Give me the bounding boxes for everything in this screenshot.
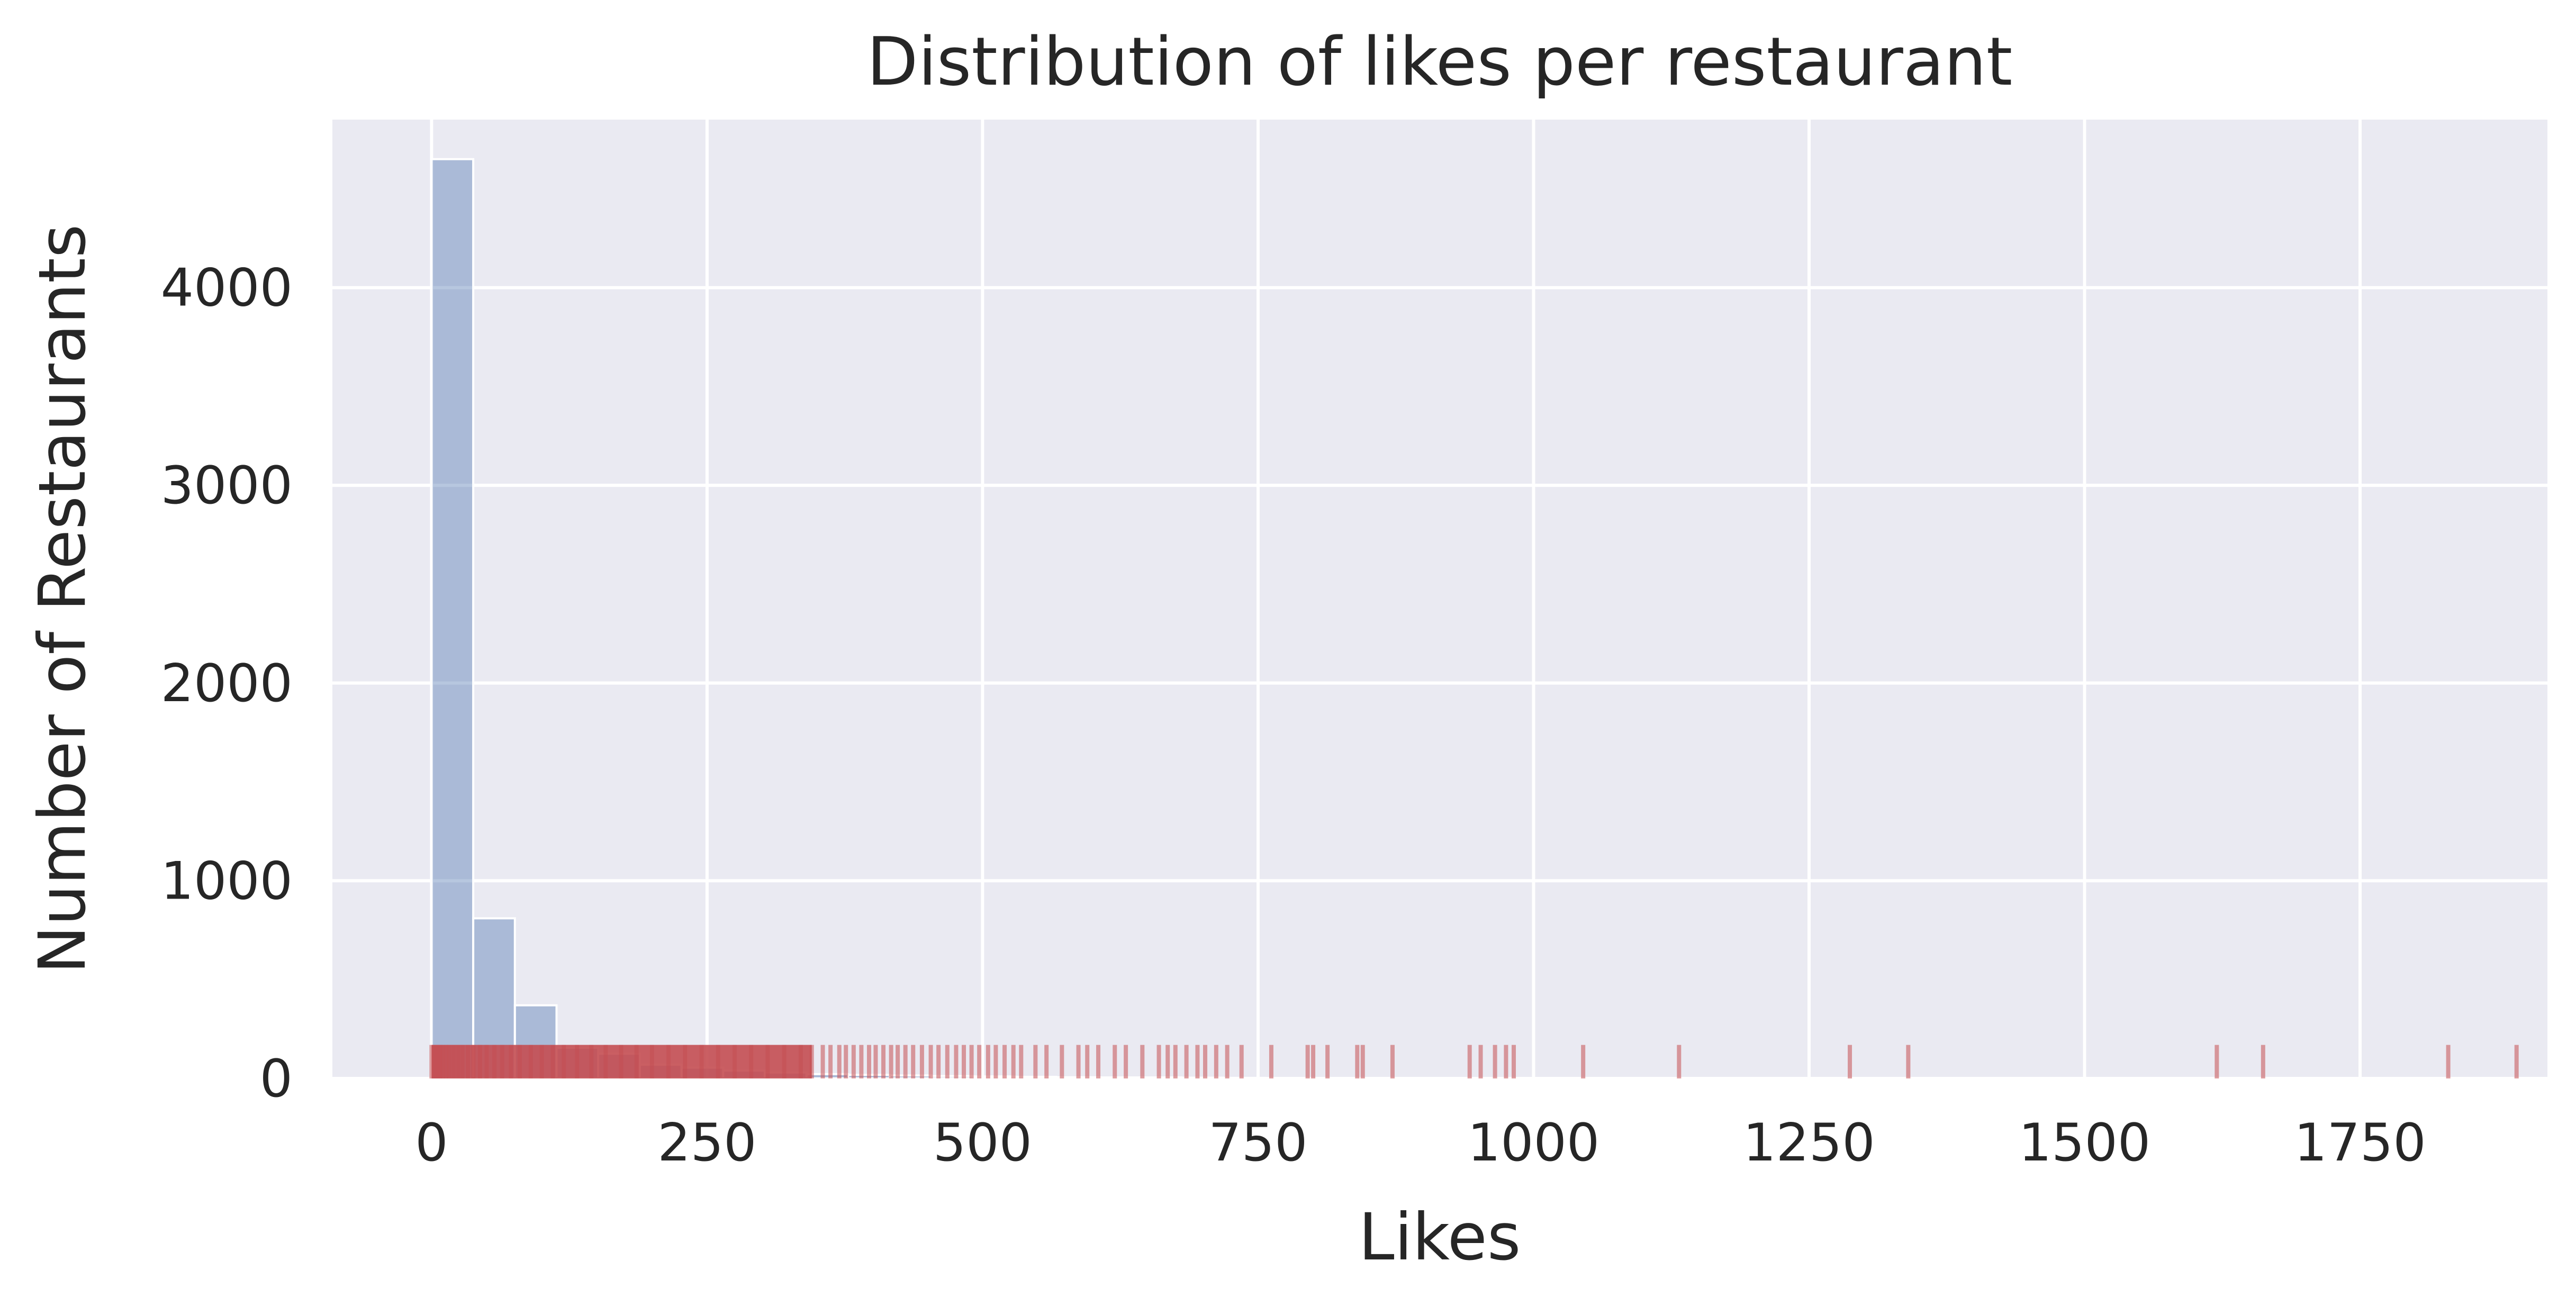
x-tick-label: 0	[415, 1113, 448, 1173]
x-axis-title: Likes	[1359, 1200, 1521, 1275]
histogram-bar	[430, 158, 475, 1080]
y-axis-title: Number of Restaurants	[25, 224, 100, 974]
y-tick-label: 2000	[161, 654, 293, 714]
rug-marks	[429, 1045, 2519, 1078]
x-tick-label: 500	[933, 1113, 1032, 1173]
plot-area-background	[332, 120, 2547, 1078]
y-tick-label: 1000	[161, 851, 293, 911]
y-tick-label: 3000	[161, 456, 293, 516]
y-tick-label: 4000	[161, 258, 293, 319]
histogram-bar	[1097, 1076, 1141, 1080]
x-tick-label: 1250	[1743, 1113, 1875, 1173]
x-tick-label: 1750	[2294, 1113, 2426, 1173]
rug-dense-band	[431, 1045, 812, 1078]
x-tick-label: 1500	[2019, 1113, 2150, 1173]
x-tick-label: 1000	[1468, 1113, 1599, 1173]
chart-title: Distribution of likes per restaurant	[867, 23, 2013, 101]
x-tick-label: 250	[657, 1113, 756, 1173]
x-tick-label: 750	[1208, 1113, 1307, 1173]
gridlines	[332, 120, 2547, 1080]
y-axis-ticks: 0 1000 2000 3000 4000	[161, 258, 293, 1109]
y-tick-label: 0	[260, 1049, 293, 1109]
x-axis-ticks: 0 250 500 750 1000 1250 1500 1750	[415, 1113, 2426, 1173]
